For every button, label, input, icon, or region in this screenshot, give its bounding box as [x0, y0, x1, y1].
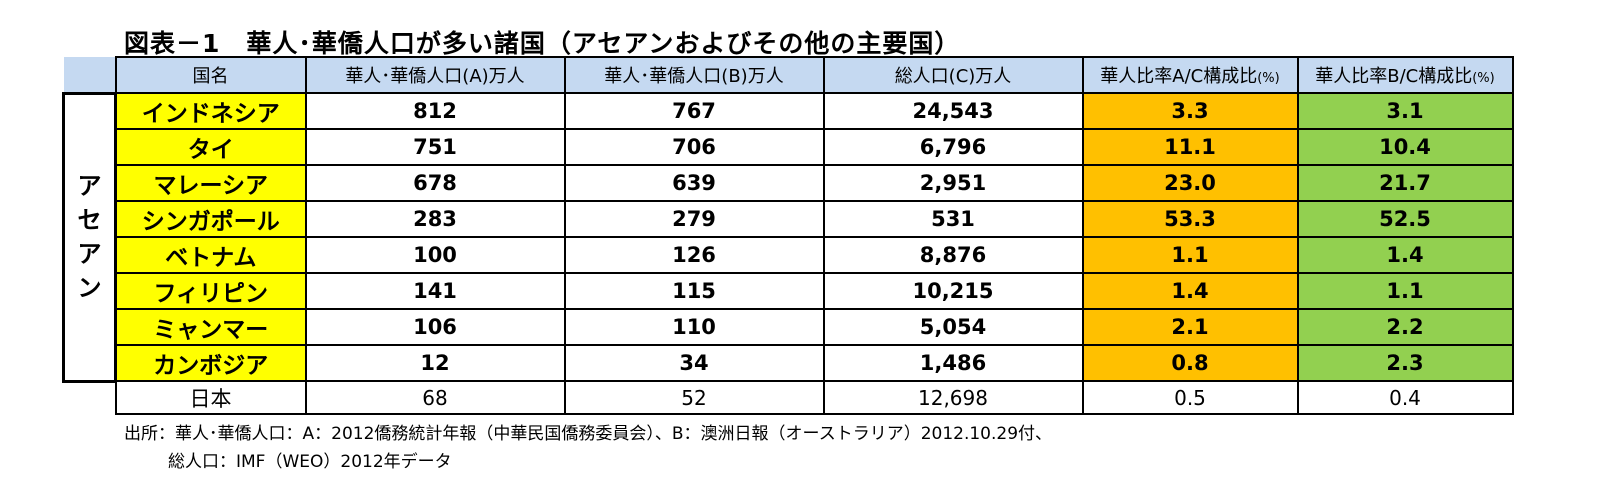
value-b-japan: 52 — [563, 380, 825, 415]
region-char: ン — [77, 274, 102, 302]
value-a: 751 — [304, 128, 566, 166]
ratio-bc-japan: 0.4 — [1296, 380, 1514, 415]
ratio-ac: 11.1 — [1081, 128, 1299, 166]
value-a: 678 — [304, 164, 566, 202]
header-country: 国名 — [114, 56, 307, 94]
region-char: ア — [77, 240, 102, 268]
table-row: マレーシア 678 639 2,951 23.0 21.7 — [64, 164, 1514, 202]
ratio-ac: 23.0 — [1081, 164, 1299, 202]
value-c-japan: 12,698 — [822, 380, 1084, 415]
value-b: 34 — [563, 344, 825, 382]
value-a: 283 — [304, 200, 566, 238]
value-a: 100 — [304, 236, 566, 274]
ratio-bc: 52.5 — [1296, 200, 1514, 238]
country-name: タイ — [114, 128, 307, 166]
table-row: ベトナム 100 126 8,876 1.1 1.4 — [64, 236, 1514, 274]
header-c: 総人口(C)万人 — [822, 56, 1084, 94]
value-b: 706 — [563, 128, 825, 166]
country-name: カンボジア — [114, 344, 307, 382]
ratio-ac: 3.3 — [1081, 92, 1299, 130]
region-char: セ — [77, 206, 102, 234]
value-c: 1,486 — [822, 344, 1084, 382]
header-b: 華人･華僑人口(B)万人 — [563, 56, 825, 94]
value-b: 767 — [563, 92, 825, 130]
ratio-ac: 0.8 — [1081, 344, 1299, 382]
table-row: カンボジア 12 34 1,486 0.8 2.3 — [64, 344, 1514, 382]
value-c: 8,876 — [822, 236, 1084, 274]
ratio-bc: 2.2 — [1296, 308, 1514, 346]
header-ratio-ac: 華人比率A/C構成比(%) — [1081, 56, 1299, 94]
corner-cell — [63, 57, 116, 93]
value-a: 812 — [304, 92, 566, 130]
header-ratio-bc-unit: (%) — [1472, 71, 1495, 86]
figure-title: 図表－1 華人･華僑人口が多い諸国（アセアンおよびその他の主要国） — [124, 29, 961, 58]
ratio-bc: 2.3 — [1296, 344, 1514, 382]
country-name-japan: 日本 — [114, 380, 307, 415]
region-char: ア — [77, 172, 102, 200]
ratio-bc: 10.4 — [1296, 128, 1514, 166]
header-a: 華人･華僑人口(A)万人 — [304, 56, 566, 94]
table-row: タイ 751 706 6,796 11.1 10.4 — [64, 128, 1514, 166]
value-a: 12 — [304, 344, 566, 382]
value-c: 531 — [822, 200, 1084, 238]
table-row-japan: 日本 68 52 12,698 0.5 0.4 — [64, 380, 1514, 415]
population-table: 国名 華人･華僑人口(A)万人 華人･華僑人口(B)万人 総人口(C)万人 華人… — [62, 56, 1514, 415]
country-name: フィリピン — [114, 272, 307, 310]
table-row: フィリピン 141 115 10,215 1.4 1.1 — [64, 272, 1514, 310]
ratio-ac: 1.4 — [1081, 272, 1299, 310]
value-b: 126 — [563, 236, 825, 274]
value-c: 5,054 — [822, 308, 1084, 346]
ratio-bc: 3.1 — [1296, 92, 1514, 130]
value-a: 106 — [304, 308, 566, 346]
value-b: 110 — [563, 308, 825, 346]
value-b: 279 — [563, 200, 825, 238]
source-line-1: 出所：華人･華僑人口：A：2012僑務統計年報（中華民国僑務委員会）、B：澳洲日… — [124, 424, 1053, 444]
value-b: 639 — [563, 164, 825, 202]
source-line-2: 総人口：IMF（WEO）2012年データ — [168, 452, 452, 472]
ratio-ac-japan: 0.5 — [1081, 380, 1299, 415]
table-row: アセアンインドネシア 812 767 24,543 3.3 3.1 — [62, 91, 1514, 383]
ratio-ac: 53.3 — [1081, 200, 1299, 238]
header-ratio-ac-unit: (%) — [1257, 71, 1280, 86]
header-ratio-ac-label: 華人比率A/C構成比 — [1100, 66, 1258, 87]
country-name: シンガポール — [114, 200, 307, 238]
header-ratio-bc: 華人比率B/C構成比(%) — [1296, 56, 1514, 94]
ratio-bc: 1.4 — [1296, 236, 1514, 274]
blank-cell — [64, 381, 116, 414]
region-label-asean: アセアン — [62, 91, 117, 383]
country-name: ベトナム — [114, 236, 307, 274]
value-a-japan: 68 — [304, 380, 566, 415]
value-c: 24,543 — [822, 92, 1084, 130]
ratio-bc: 21.7 — [1296, 164, 1514, 202]
table-row: シンガポール 283 279 531 53.3 52.5 — [64, 200, 1514, 238]
table-row: ミャンマー 106 110 5,054 2.1 2.2 — [64, 308, 1514, 346]
value-c: 6,796 — [822, 128, 1084, 166]
source-note: 出所：華人･華僑人口：A：2012僑務統計年報（中華民国僑務委員会）、B：澳洲日… — [124, 420, 1052, 476]
country-name: ミャンマー — [114, 308, 307, 346]
header-ratio-bc-label: 華人比率B/C構成比 — [1315, 66, 1473, 87]
ratio-bc: 1.1 — [1296, 272, 1514, 310]
ratio-ac: 1.1 — [1081, 236, 1299, 274]
value-b: 115 — [563, 272, 825, 310]
header-row: 国名 華人･華僑人口(A)万人 華人･華僑人口(B)万人 総人口(C)万人 華人… — [63, 56, 1514, 94]
country-name: インドネシア — [114, 92, 307, 130]
ratio-ac: 2.1 — [1081, 308, 1299, 346]
value-c: 2,951 — [822, 164, 1084, 202]
value-a: 141 — [304, 272, 566, 310]
country-name: マレーシア — [114, 164, 307, 202]
value-c: 10,215 — [822, 272, 1084, 310]
